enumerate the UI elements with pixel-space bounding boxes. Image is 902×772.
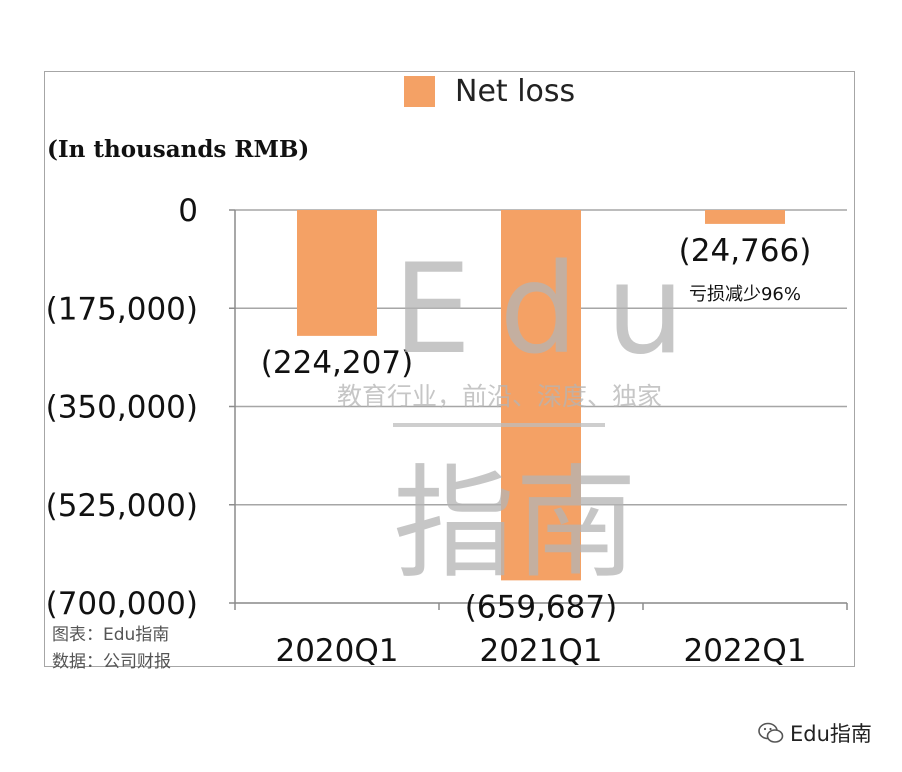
x-tick-label: 2020Q1: [275, 633, 398, 669]
chart-credit: 图表：Edu指南: [52, 625, 170, 645]
brand-label: Edu指南: [790, 722, 872, 746]
x-tick-label: 2022Q1: [683, 633, 806, 669]
legend-label: Net loss: [455, 74, 576, 109]
bar: [297, 210, 377, 336]
x-tick-label: 2021Q1: [479, 633, 602, 669]
data-label: (224,207): [261, 345, 413, 381]
chart-frame: [44, 71, 855, 667]
y-axis-unit-label: (In thousands RMB): [47, 136, 310, 163]
brand: Edu指南: [758, 718, 872, 748]
bar: [705, 210, 785, 224]
watermark-rule: [393, 423, 605, 427]
data-source: 数据：公司财报: [52, 652, 171, 672]
legend: Net loss: [404, 74, 575, 109]
data-label: (24,766): [679, 233, 812, 269]
y-tick-label: (350,000): [46, 390, 198, 426]
y-tick-label: 0: [178, 193, 198, 229]
wechat-icon: [758, 722, 784, 743]
y-tick-label: (700,000): [46, 586, 198, 622]
bar: [501, 210, 581, 581]
legend-swatch: [404, 76, 435, 107]
data-label: (659,687): [465, 589, 617, 625]
y-tick-label: (525,000): [46, 488, 198, 524]
annotation: 亏损减少96%: [689, 284, 801, 305]
y-tick-label: (175,000): [46, 291, 198, 327]
